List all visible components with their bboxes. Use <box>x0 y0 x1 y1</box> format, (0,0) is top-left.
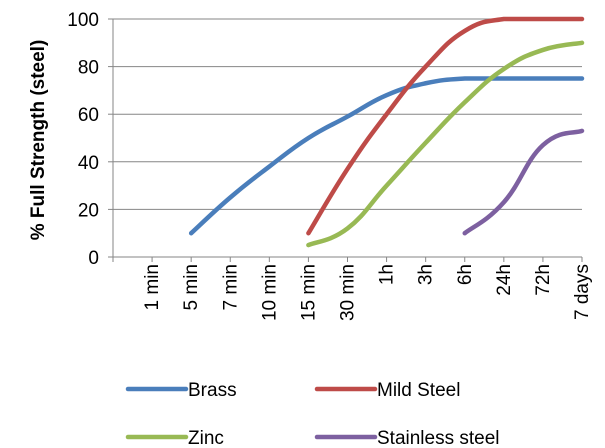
y-tick-label: 80 <box>78 58 99 79</box>
x-tick-label: 3h <box>416 264 437 285</box>
series-line-mild-steel <box>306 16 585 236</box>
x-tick-label: 24h <box>494 264 515 296</box>
x-tick-label: 6h <box>455 264 476 285</box>
x-tick-label: 15 min <box>298 264 319 321</box>
x-tick-label: 5 min <box>181 264 202 310</box>
y-tick-label: 40 <box>78 153 99 174</box>
x-tick-label: 10 min <box>259 264 280 321</box>
y-tick-label: 100 <box>67 10 99 31</box>
y-tick-labels: 0 20 40 60 80 100 <box>67 10 99 269</box>
y-tick-label: 20 <box>78 200 99 221</box>
legend-label-stainless-steel: Stainless steel <box>377 428 500 448</box>
series-lines <box>188 16 585 248</box>
y-tick-label: 0 <box>88 248 99 269</box>
x-tick-label: 1h <box>377 264 398 285</box>
series-line-zinc <box>306 40 585 248</box>
legend-label-mild-steel: Mild Steel <box>377 380 460 401</box>
axes <box>108 18 583 262</box>
x-tick-label: 7 min <box>220 264 241 310</box>
series-line-brass <box>188 76 585 236</box>
series-line-stainless-steel <box>462 128 585 236</box>
x-tick-label: 30 min <box>338 264 359 321</box>
legend-label-brass: Brass <box>188 380 237 401</box>
x-tick-label: 72h <box>533 264 554 296</box>
x-tick-label: 7 days <box>572 264 593 320</box>
y-tick-label: 60 <box>78 105 99 126</box>
legend: Brass Mild Steel Zinc Stainless steel <box>125 380 500 448</box>
x-tick-label: 1 min <box>142 264 163 310</box>
x-tick-labels: 1 min 5 min 7 min 10 min 15 min 30 min 1h 3h 6h 2… <box>142 264 593 321</box>
y-axis-label: % Full Strength (steel) <box>28 40 49 241</box>
legend-label-zinc: Zinc <box>188 428 224 448</box>
